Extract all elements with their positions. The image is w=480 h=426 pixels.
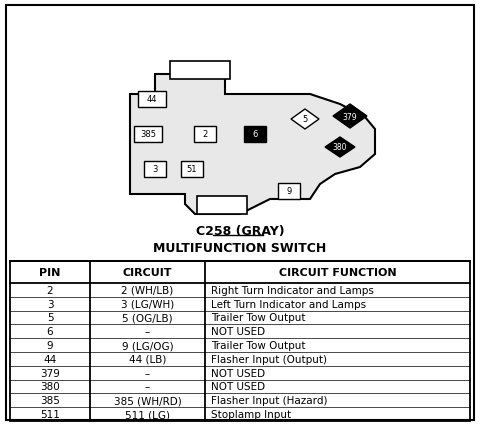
FancyBboxPatch shape [6, 6, 474, 420]
Text: 44: 44 [147, 95, 157, 104]
Text: Left Turn Indicator and Lamps: Left Turn Indicator and Lamps [211, 299, 366, 309]
Text: Trailer Tow Output: Trailer Tow Output [211, 340, 305, 350]
Text: 44: 44 [43, 354, 57, 364]
Polygon shape [325, 138, 355, 158]
Text: Trailer Tow Output: Trailer Tow Output [211, 313, 305, 323]
FancyBboxPatch shape [278, 184, 300, 199]
Text: –: – [145, 368, 150, 378]
Text: 385: 385 [140, 130, 156, 139]
Text: 3: 3 [47, 299, 53, 309]
Text: 2: 2 [47, 285, 53, 295]
Text: Flasher Input (Hazard): Flasher Input (Hazard) [211, 395, 327, 406]
Text: PIN: PIN [39, 268, 60, 277]
FancyBboxPatch shape [181, 161, 203, 178]
Text: Stoplamp Input: Stoplamp Input [211, 409, 291, 419]
Polygon shape [130, 75, 375, 215]
Text: 5: 5 [302, 115, 308, 124]
Text: 385: 385 [40, 395, 60, 406]
Text: 9: 9 [287, 187, 292, 196]
Text: NOT USED: NOT USED [211, 368, 265, 378]
Text: CIRCUIT FUNCTION: CIRCUIT FUNCTION [279, 268, 396, 277]
Text: 3: 3 [152, 165, 158, 174]
Text: NOT USED: NOT USED [211, 382, 265, 391]
FancyBboxPatch shape [194, 127, 216, 143]
Text: 5 (OG/LB): 5 (OG/LB) [122, 313, 173, 323]
Text: 5: 5 [47, 313, 53, 323]
Polygon shape [333, 105, 367, 129]
FancyBboxPatch shape [10, 262, 470, 283]
Text: 379: 379 [343, 112, 357, 121]
FancyBboxPatch shape [197, 196, 247, 215]
Text: 511: 511 [40, 409, 60, 419]
Text: MULTIFUNCTION SWITCH: MULTIFUNCTION SWITCH [154, 242, 326, 255]
FancyBboxPatch shape [144, 161, 166, 178]
FancyBboxPatch shape [244, 127, 266, 143]
Text: 380: 380 [40, 382, 60, 391]
Text: 3 (LG/WH): 3 (LG/WH) [121, 299, 174, 309]
FancyBboxPatch shape [138, 92, 166, 108]
Text: –: – [145, 382, 150, 391]
Text: 511 (LG): 511 (LG) [125, 409, 170, 419]
Text: Right Turn Indicator and Lamps: Right Turn Indicator and Lamps [211, 285, 374, 295]
Text: –: – [145, 327, 150, 337]
Text: 2 (WH/LB): 2 (WH/LB) [121, 285, 174, 295]
Polygon shape [291, 110, 319, 130]
FancyBboxPatch shape [170, 62, 230, 80]
Text: 2: 2 [203, 130, 208, 139]
Text: 385 (WH/RD): 385 (WH/RD) [114, 395, 181, 406]
Text: 51: 51 [187, 165, 197, 174]
Text: CIRCUIT: CIRCUIT [123, 268, 172, 277]
Text: NOT USED: NOT USED [211, 327, 265, 337]
Text: 6: 6 [252, 130, 258, 139]
Text: Flasher Input (Output): Flasher Input (Output) [211, 354, 327, 364]
Text: 44 (LB): 44 (LB) [129, 354, 166, 364]
Text: 9: 9 [47, 340, 53, 350]
Text: 9 (LG/OG): 9 (LG/OG) [122, 340, 173, 350]
Text: 6: 6 [47, 327, 53, 337]
Text: 380: 380 [333, 143, 347, 152]
Text: C258 (GRAY): C258 (GRAY) [196, 225, 284, 238]
Text: 379: 379 [40, 368, 60, 378]
FancyBboxPatch shape [134, 127, 162, 143]
